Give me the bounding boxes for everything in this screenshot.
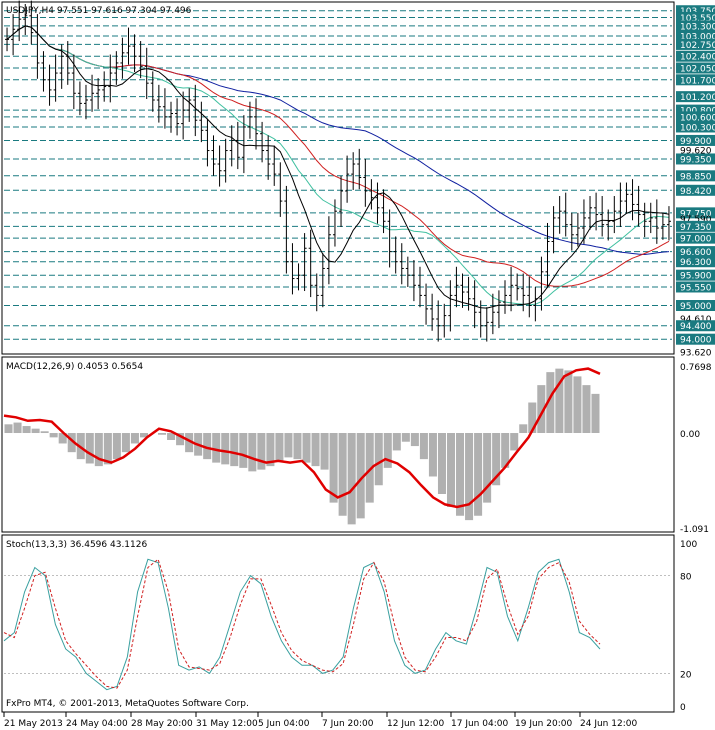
price-label: 93.620: [680, 349, 712, 359]
price-layer: [4, 0, 672, 342]
date-label: 17 Jun 04:00: [451, 719, 508, 729]
price-label: 102.400: [680, 53, 715, 63]
price-label: 96.300: [680, 258, 712, 268]
price-label: 103.300: [680, 22, 715, 32]
stoch-main-line: [3, 558, 601, 691]
date-label: 19 Jun 20:00: [515, 719, 572, 729]
stoch-signal-line: [3, 558, 601, 689]
stoch-tick-label: 20: [680, 670, 692, 680]
date-label: 28 May 20:00: [131, 719, 193, 729]
price-label-bg: [676, 11, 715, 23]
price-label-bg: [676, 220, 715, 232]
price-panel-frame: [1, 1, 675, 355]
price-label-bg: [676, 320, 715, 332]
macd-layer: [3, 367, 601, 525]
price-label: 97.750: [680, 209, 712, 219]
price-label-bg: [676, 30, 715, 42]
price-label: 95.550: [680, 283, 712, 293]
price-label-bg: [676, 256, 715, 268]
price-label-bg: [676, 281, 715, 293]
moving-average-black: [6, 25, 670, 309]
moving-average-teal: [6, 25, 670, 306]
price-label: 99.900: [680, 137, 712, 147]
date-label: 24 Jun 12:00: [580, 719, 637, 729]
axis-layer: 103.750103.550103.300103.000102.750102.4…: [3, 5, 715, 729]
macd-tick-label: 0.7698: [680, 363, 712, 373]
price-label-bg: [676, 5, 715, 17]
date-label: 5 Jun 04:00: [258, 719, 310, 729]
price-label: 94.400: [680, 322, 712, 332]
price-label-bg: [676, 121, 715, 133]
price-label: 95.900: [680, 272, 712, 282]
copyright-text: FxPro MT4, © 2001-2013, MetaQuotes Softw…: [6, 699, 249, 709]
price-label: 103.000: [680, 33, 715, 43]
price-label: 94.000: [680, 336, 712, 346]
price-label: 98.850: [680, 172, 712, 182]
price-label-bg: [676, 232, 715, 244]
price-label: 95.000: [680, 302, 712, 312]
price-label-bg: [676, 269, 715, 281]
price-label: 98.420: [680, 187, 712, 197]
price-label-bg: [676, 333, 715, 345]
price-label-bg: [676, 38, 715, 50]
stoch-tick-label: 100: [680, 540, 697, 550]
price-label-bg: [676, 111, 715, 123]
price-title: USDJPY,H4 97.551 97.616 97.304 97.496: [6, 6, 192, 16]
stoch-tick-label: 0: [680, 703, 686, 713]
price-label: 99.350: [680, 155, 712, 165]
date-label: 24 May 04:00: [66, 719, 128, 729]
price-label: 94.610: [680, 315, 712, 325]
price-label: 97.590: [680, 215, 712, 225]
price-label-bg: [676, 300, 715, 312]
price-label: 97.000: [680, 235, 712, 245]
price-label-bg: [676, 104, 715, 116]
stoch-title: Stoch(13,3,3) 36.4596 43.1126: [6, 540, 147, 550]
macd-tick-label: 0.00: [680, 430, 700, 440]
price-label: 97.350: [680, 223, 712, 233]
moving-average-red: [6, 25, 670, 287]
stoch-panel-frame: [1, 534, 675, 713]
price-label-bg: [676, 91, 715, 103]
macd-signal-line: [3, 367, 601, 509]
price-label: 100.600: [680, 113, 715, 123]
price-label-bg: [676, 207, 715, 219]
price-label: 102.750: [680, 41, 715, 51]
price-label-bg: [676, 153, 715, 165]
price-label-bg: [676, 246, 715, 258]
price-label: 101.700: [680, 76, 715, 86]
price-label-bg: [676, 20, 715, 32]
date-label: 7 Jun 20:00: [322, 719, 374, 729]
price-label: 96.600: [680, 248, 712, 258]
stoch-tick-label: 80: [680, 573, 692, 583]
price-label-bg: [676, 184, 715, 196]
macd-tick-label: -1.091: [680, 525, 709, 535]
price-label: 100.300: [680, 123, 715, 133]
price-label-bg: [676, 170, 715, 182]
price-label: 102.050: [680, 65, 715, 75]
price-label-bg: [676, 74, 715, 86]
price-label-bg: [676, 50, 715, 62]
price-label: 101.200: [680, 93, 715, 103]
stoch-layer: [3, 558, 672, 691]
price-label: 103.550: [680, 14, 715, 24]
date-label: 21 May 2013: [4, 719, 63, 729]
date-label: 12 Jun 12:00: [387, 719, 444, 729]
price-label-bg: [676, 134, 715, 146]
price-label-bg: [676, 62, 715, 74]
price-label: 99.620: [680, 146, 712, 156]
date-label: 31 May 12:00: [196, 719, 258, 729]
macd-title: MACD(12,26,9) 0.4053 0.5654: [6, 362, 143, 372]
